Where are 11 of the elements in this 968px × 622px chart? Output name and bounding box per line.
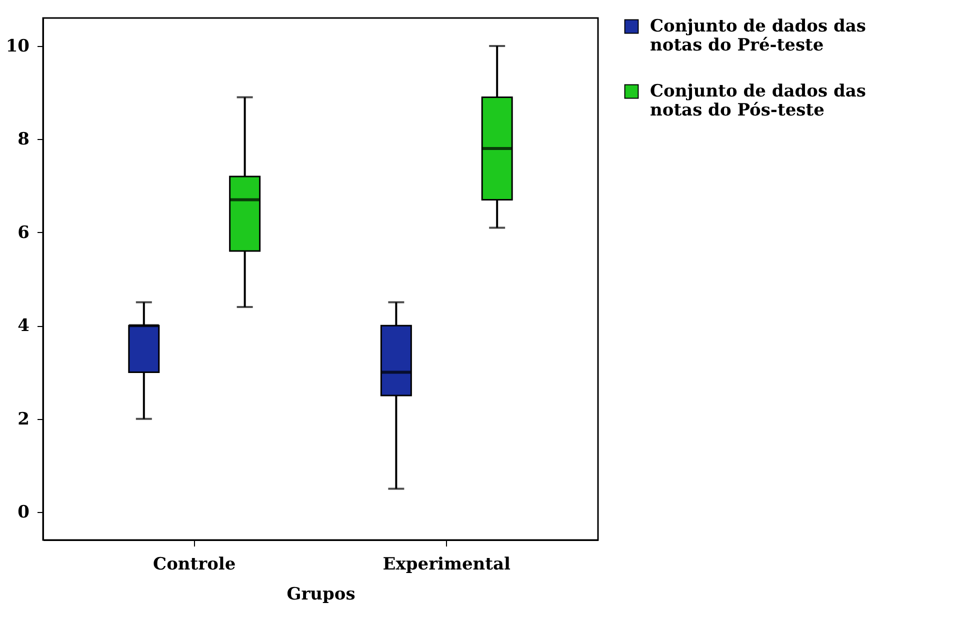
y-tick-label: 2: [18, 409, 30, 430]
legend-label: Conjunto de dados das notas do Pós-teste: [650, 82, 866, 120]
y-tick-label: 4: [18, 316, 30, 336]
x-tick-label: Controle: [153, 554, 236, 574]
x-axis-title: Grupos: [286, 584, 356, 604]
y-tick-label: 0: [18, 502, 30, 523]
x-tick-label: Experimental: [382, 554, 512, 574]
y-tick-label: 10: [6, 36, 30, 56]
y-tick-label: 6: [18, 222, 30, 243]
legend-label: Conjunto de dados das notas do Pré-teste: [650, 16, 866, 56]
y-tick-label: 8: [18, 130, 30, 150]
